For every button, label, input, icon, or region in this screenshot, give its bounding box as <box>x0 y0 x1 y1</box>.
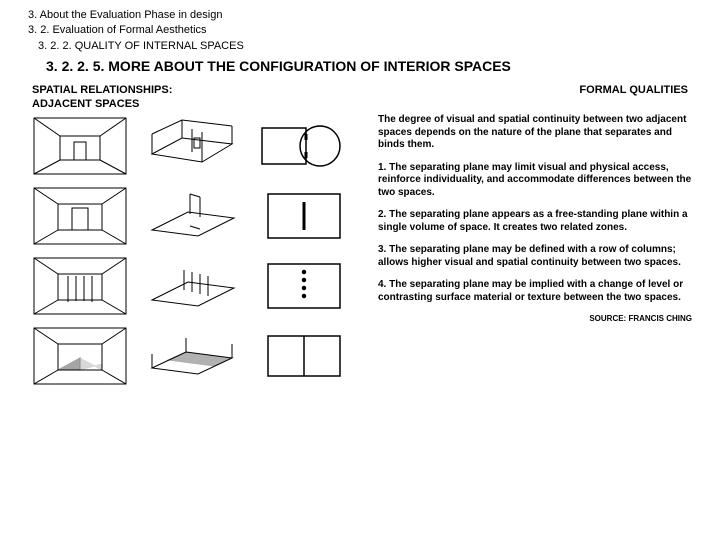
point-2: 2. The separating plane appears as a fre… <box>378 209 692 234</box>
source-credit: SOURCE: FRANCIS CHING <box>378 314 692 324</box>
diagram-axon-1 <box>140 114 244 178</box>
header-adjacent: ADJACENT SPACES <box>32 98 172 110</box>
point-1: 1. The separating plane may limit visual… <box>378 162 692 200</box>
diagram-perspective-4 <box>28 324 132 388</box>
breadcrumb-l1: 3. About the Evaluation Phase in design <box>28 8 692 23</box>
content-area: The degree of visual and spatial continu… <box>28 114 692 388</box>
diagram-plan-3 <box>252 254 356 318</box>
diagram-plan-2 <box>252 184 356 248</box>
intro-text: The degree of visual and spatial continu… <box>378 114 692 152</box>
header-spatial: SPATIAL RELATIONSHIPS: <box>32 84 172 96</box>
header-formal: FORMAL QUALITIES <box>579 84 688 110</box>
diagram-plan-4 <box>252 324 356 388</box>
diagram-perspective-1 <box>28 114 132 178</box>
breadcrumb: 3. About the Evaluation Phase in design … <box>28 8 692 54</box>
text-column: The degree of visual and spatial continu… <box>378 114 692 388</box>
diagram-axon-2 <box>140 184 244 248</box>
breadcrumb-l2: 3. 2. Evaluation of Formal Aesthetics <box>28 23 692 38</box>
diagram-perspective-2 <box>28 184 132 248</box>
page-title: 3. 2. 2. 5. MORE ABOUT THE CONFIGURATION… <box>46 58 692 74</box>
diagram-row <box>28 254 368 318</box>
diagram-row <box>28 114 368 178</box>
point-3: 3. The separating plane may be defined w… <box>378 244 692 269</box>
column-headers: SPATIAL RELATIONSHIPS: ADJACENT SPACES F… <box>32 84 688 110</box>
breadcrumb-l3: 3. 2. 2. QUALITY OF INTERNAL SPACES <box>28 39 692 54</box>
diagram-plan-1 <box>252 114 356 178</box>
diagram-axon-3 <box>140 254 244 318</box>
point-4: 4. The separating plane may be implied w… <box>378 279 692 304</box>
diagram-grid <box>28 114 368 388</box>
diagram-perspective-3 <box>28 254 132 318</box>
diagram-row <box>28 184 368 248</box>
diagram-axon-4 <box>140 324 244 388</box>
diagram-row <box>28 324 368 388</box>
